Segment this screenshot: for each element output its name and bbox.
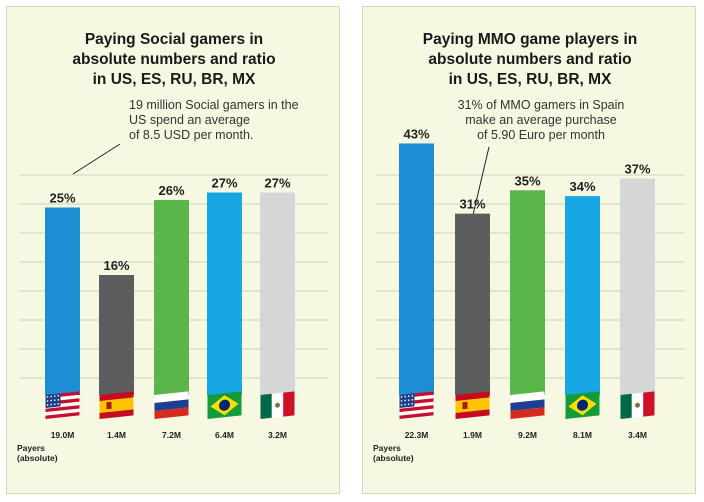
payers-axis-label-line-1: Payers [373, 443, 401, 453]
chart-title-line-1: Paying MMO game players in [423, 31, 637, 48]
es-flag-icon [455, 391, 490, 419]
chart-title-line-3: in US, ES, RU, BR, MX [449, 71, 612, 88]
bar-ru [154, 200, 189, 395]
payers-value-ru: 9.2M [518, 430, 537, 440]
bar-br [565, 196, 600, 395]
mx-flag-icon [620, 391, 655, 419]
value-label-br: 27% [211, 176, 237, 191]
bar-us [399, 143, 434, 395]
social-gamers-chart-panel: Paying Social gamers in absolute numbers … [6, 6, 340, 494]
bar-br [207, 192, 242, 395]
value-label-ru: 35% [514, 173, 540, 188]
social-gamers-chart: Paying Social gamers in absolute numbers … [17, 31, 329, 463]
chart-title-line-1: Paying Social gamers in [85, 31, 263, 48]
payers-value-br: 6.4M [215, 430, 234, 440]
bar-mx [260, 192, 295, 395]
payers-value-mx: 3.4M [628, 430, 647, 440]
value-label-mx: 37% [624, 162, 650, 177]
annotation-pointer-line [72, 143, 121, 175]
mx-flag-icon [260, 391, 295, 419]
bar-ru [510, 190, 545, 395]
payers-value-us: 19.0M [51, 430, 75, 440]
mmo-players-chart: Paying MMO game players in absolute numbe… [373, 31, 685, 463]
annotation-line-3: of 5.90 Euro per month [477, 128, 605, 142]
mmo-players-chart-panel: Paying MMO game players in absolute numbe… [362, 6, 696, 494]
us-flag-icon [399, 391, 434, 419]
value-label-br: 34% [569, 179, 595, 194]
value-label-us: 43% [403, 126, 429, 141]
payers-axis-label-line-1: Payers [17, 443, 45, 453]
value-label-ru: 26% [158, 183, 184, 198]
chart-title-line-2: absolute numbers and ratio [72, 51, 275, 68]
payers-value-es: 1.4M [107, 430, 126, 440]
us-flag-icon [45, 391, 80, 419]
annotation-line-1: 19 million Social gamers in the [129, 98, 299, 112]
value-label-mx: 27% [264, 176, 290, 191]
bar-us [45, 207, 80, 395]
annotation-line-2: make an average purchase [465, 113, 617, 127]
value-label-es: 31% [459, 197, 485, 212]
bar-es [99, 275, 134, 395]
payers-value-mx: 3.2M [268, 430, 287, 440]
annotation-pointer-line [472, 146, 490, 216]
chart-title-line-3: in US, ES, RU, BR, MX [93, 71, 256, 88]
es-flag-icon [99, 391, 134, 419]
payers-value-us: 22.3M [405, 430, 429, 440]
chart-title-line-2: absolute numbers and ratio [428, 51, 631, 68]
payers-value-br: 8.1M [573, 430, 592, 440]
bar-es [455, 213, 490, 395]
br-flag-icon [565, 391, 600, 419]
ru-flag-icon [154, 391, 189, 419]
annotation-line-1: 31% of MMO gamers in Spain [458, 98, 625, 112]
annotation-line-2: US spend an average [129, 113, 250, 127]
payers-axis-label-line-2: (absolute) [17, 453, 58, 463]
br-flag-icon [207, 391, 242, 419]
payers-value-ru: 7.2M [162, 430, 181, 440]
annotation-line-3: of 8.5 USD per month. [129, 128, 253, 142]
value-label-es: 16% [103, 258, 129, 273]
payers-axis-label-line-2: (absolute) [373, 453, 414, 463]
value-label-us: 25% [49, 191, 75, 206]
ru-flag-icon [510, 391, 545, 419]
bar-mx [620, 178, 655, 395]
payers-value-es: 1.9M [463, 430, 482, 440]
